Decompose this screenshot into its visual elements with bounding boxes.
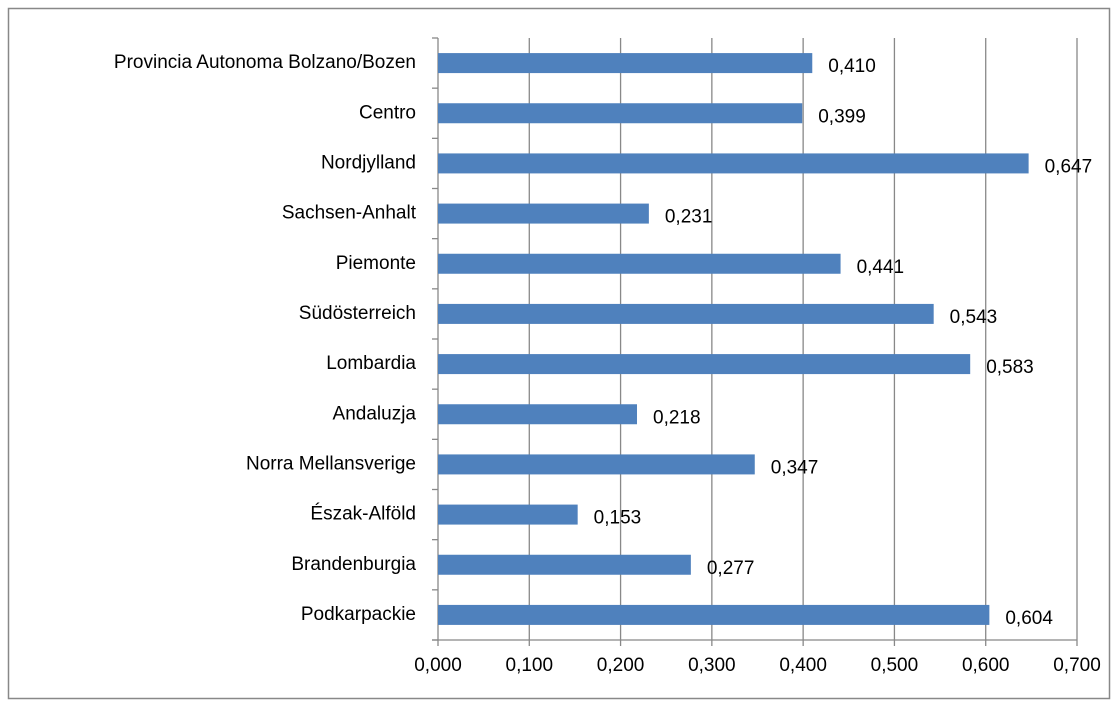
bar xyxy=(438,303,934,324)
x-tick-label: 0,300 xyxy=(688,655,736,676)
bar xyxy=(438,53,813,74)
bar xyxy=(438,153,1029,174)
x-tick-label: 0,500 xyxy=(871,655,919,676)
chart-border xyxy=(7,7,1111,700)
bar xyxy=(438,404,638,425)
x-tick-label: 0,400 xyxy=(779,655,827,676)
x-tick-label: 0,200 xyxy=(597,655,645,676)
x-tick-label: 0,100 xyxy=(506,655,554,676)
y-tick-label: Norra Mellansverige xyxy=(246,453,416,474)
y-tick-label: Sachsen-Anhalt xyxy=(282,203,417,224)
bar xyxy=(438,253,841,274)
data-label: 0,647 xyxy=(1045,156,1093,177)
data-label: 0,604 xyxy=(1005,608,1053,629)
y-tick-label: Südösterreich xyxy=(299,303,416,324)
data-label: 0,543 xyxy=(950,307,998,328)
y-tick-label: Piemonte xyxy=(336,253,416,274)
x-tick-label: 0,000 xyxy=(414,655,462,676)
y-tick-label: Centro xyxy=(359,102,416,123)
y-tick-label: Provincia Autonoma Bolzano/Bozen xyxy=(114,52,416,73)
data-label: 0,277 xyxy=(707,558,755,579)
data-label: 0,347 xyxy=(771,457,819,478)
y-tick-label: Észak-Alföld xyxy=(310,504,416,525)
data-label: 0,399 xyxy=(818,106,866,127)
data-label: 0,441 xyxy=(857,257,905,278)
data-label: 0,218 xyxy=(653,407,701,428)
x-tick-label: 0,700 xyxy=(1053,655,1101,676)
bar xyxy=(438,203,649,224)
y-tick-label: Nordjylland xyxy=(321,152,416,173)
data-label: 0,583 xyxy=(986,357,1034,378)
bar xyxy=(438,604,990,625)
y-tick-label: Podkarpackie xyxy=(301,604,416,625)
bar xyxy=(438,554,691,575)
data-label: 0,231 xyxy=(665,207,713,228)
y-tick-label: Andaluzja xyxy=(333,403,417,424)
bar xyxy=(438,504,578,525)
y-tick-label: Brandenburgia xyxy=(291,554,416,575)
x-tick-label: 0,600 xyxy=(962,655,1010,676)
data-label: 0,410 xyxy=(828,56,876,77)
y-tick-label: Lombardia xyxy=(326,353,416,374)
bar xyxy=(438,354,971,375)
data-label: 0,153 xyxy=(594,508,642,529)
bar xyxy=(438,103,803,124)
bar xyxy=(438,454,755,475)
